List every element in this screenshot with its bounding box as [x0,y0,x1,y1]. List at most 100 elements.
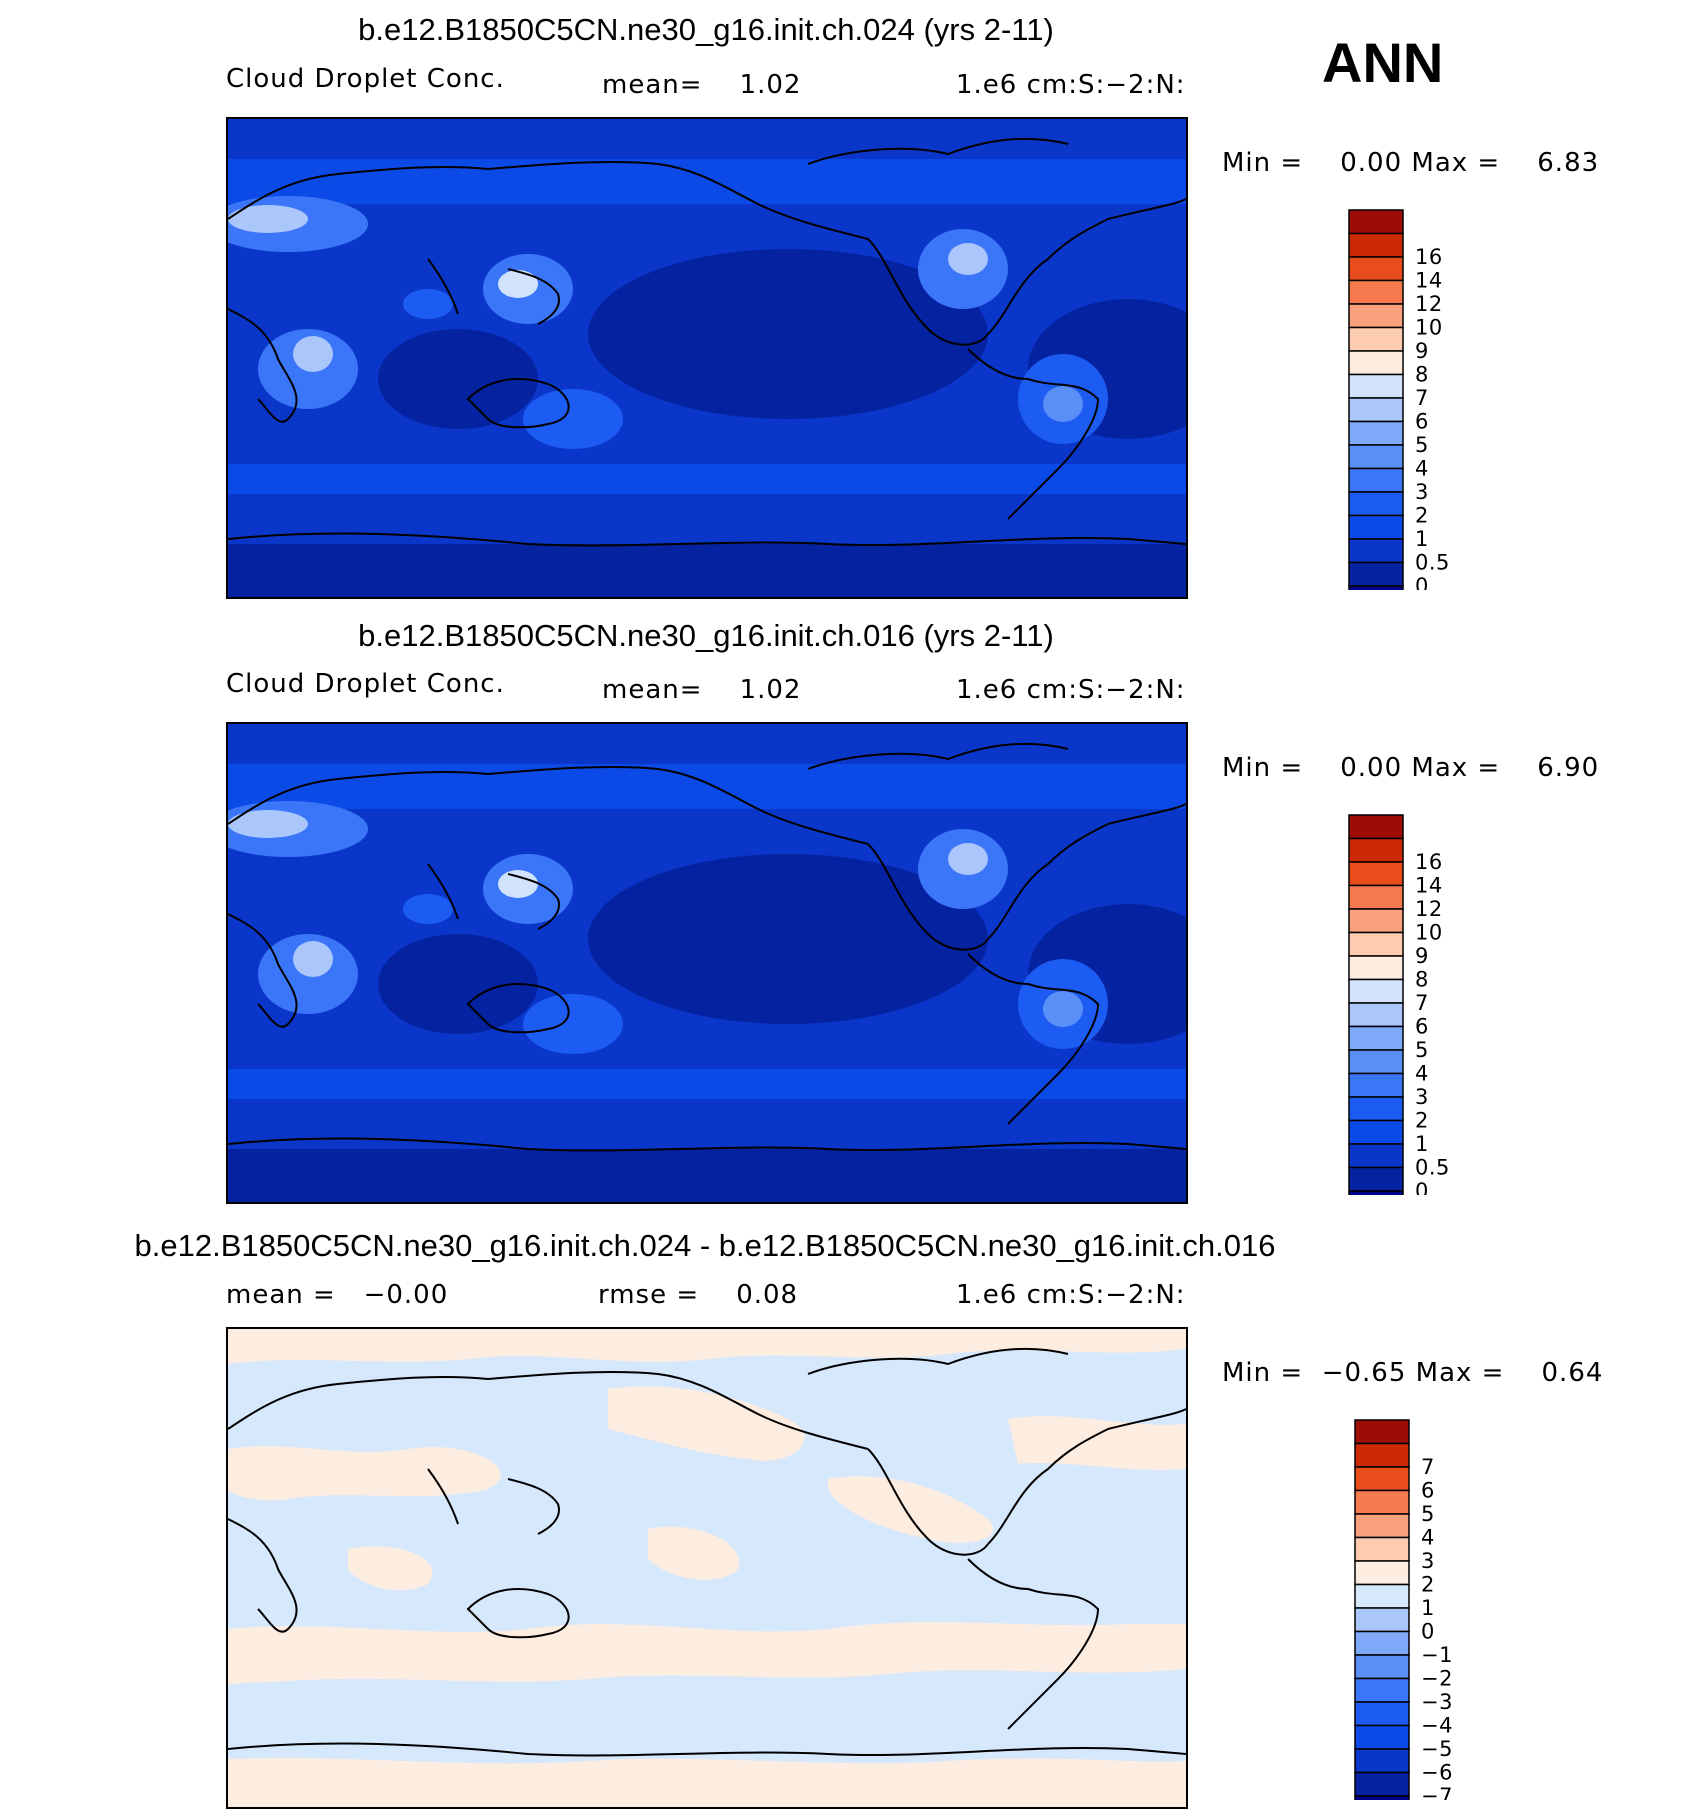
colorbar-box [1348,467,1404,493]
colorbar-box [1348,397,1404,423]
panel-2-units: 1.e6 cm:S:−2:N: [956,675,1186,705]
colorbar-box [1348,585,1404,590]
colorbar-box [1354,1677,1410,1703]
colorbar-box [1354,1466,1410,1492]
colorbar-box [1348,861,1404,887]
colorbar-tick-label: 5 [1415,1038,1429,1062]
panel-1-title: b.e12.B1850C5CN.ne30_g16.init.ch.024 (yr… [358,12,1054,47]
colorbar-box [1348,209,1404,235]
colorbar-tick-label: 2 [1421,1573,1435,1597]
colorbar-box [1354,1536,1410,1562]
colorbar-tick-label: 0.5 [1415,1156,1450,1180]
colorbar-tick-label: 0 [1421,1620,1435,1644]
panel-1-units: 1.e6 cm:S:−2:N: [956,70,1186,100]
colorbar-box [1354,1442,1410,1468]
panel-2-title: b.e12.B1850C5CN.ne30_g16.init.ch.016 (yr… [358,618,1054,653]
panel-2-minmax: Min = 0.00 Max = 6.90 [1222,753,1600,783]
colorbar-box [1348,326,1404,352]
colorbar-tick-label: 16 [1415,245,1443,269]
colorbar-box [1348,514,1404,540]
panel-3-units: 1.e6 cm:S:−2:N: [956,1280,1186,1310]
colorbar-box [1348,538,1404,564]
colorbar-box [1348,350,1404,376]
colorbar-box [1348,1049,1404,1075]
colorbar-tick-label: 4 [1421,1526,1435,1550]
colorbar-tick-label: 6 [1421,1479,1435,1503]
colorbar-tick-label: 9 [1415,944,1429,968]
map-field [228,1329,1186,1807]
colorbar-box [1348,1072,1404,1098]
colorbar-tick-label: 0 [1415,574,1429,590]
colorbar-tick-label: 8 [1415,968,1429,992]
colorbar-box [1348,303,1404,329]
map-field [228,119,1186,597]
colorbar-box [1354,1748,1410,1774]
colorbar-tick-label: 7 [1415,386,1429,410]
colorbar-box [1348,561,1404,587]
colorbar-tick-label: −1 [1421,1643,1453,1667]
colorbar-box [1354,1489,1410,1515]
colorbar-box [1354,1701,1410,1727]
colorbar-box [1348,1096,1404,1122]
colorbar-tick-label: −2 [1421,1667,1453,1691]
colorbar-box [1354,1583,1410,1609]
season-label: ANN [1322,31,1444,94]
panel-3-title: b.e12.B1850C5CN.ne30_g16.init.ch.024 - b… [134,1228,1276,1263]
colorbar-tick-label: 5 [1421,1502,1435,1526]
colorbar-tick-label: 1 [1421,1596,1435,1620]
colorbar-tick-label: 5 [1415,433,1429,457]
colorbar-box [1348,931,1404,957]
panel-1-colorbar: 0 0.5 1 2 3 4 5 6 7 8 9 10 12 14 16 [1347,208,1467,590]
colorbar-box [1354,1771,1410,1797]
colorbar-tick-label: 3 [1415,1085,1429,1109]
colorbar-box [1348,444,1404,470]
colorbar-box [1348,256,1404,282]
colorbar-tick-label: −6 [1421,1761,1453,1785]
colorbar-box [1348,837,1404,863]
colorbar-tick-label: −5 [1421,1737,1453,1761]
colorbar-box [1354,1560,1410,1586]
colorbar-tick-label: 1 [1415,527,1429,551]
colorbar-tick-label: 14 [1415,874,1443,898]
panel-1-mean: mean= 1.02 [602,70,802,100]
colorbar-box [1348,1143,1404,1169]
colorbar-box [1348,1119,1404,1145]
panel-1-map [226,117,1188,599]
colorbar-box [1354,1724,1410,1750]
colorbar-tick-label: 4 [1415,457,1429,481]
colorbar-box [1354,1419,1410,1445]
panel-1-minmax: Min = 0.00 Max = 6.83 [1222,148,1600,178]
colorbar-tick-label: 8 [1415,363,1429,387]
colorbar-box [1348,1190,1404,1195]
panel-3-rmse: rmse = 0.08 [598,1280,799,1310]
map-field [228,724,1186,1202]
colorbar-box [1348,1002,1404,1028]
colorbar-tick-label: 3 [1415,480,1429,504]
colorbar-tick-label: 0 [1415,1179,1429,1195]
colorbar-tick-label: 2 [1415,1109,1429,1133]
colorbar-box [1354,1630,1410,1656]
panel-3-mean: mean = −0.00 [226,1280,449,1310]
colorbar-tick-label: 6 [1415,410,1429,434]
colorbar-box [1348,955,1404,981]
colorbar-box [1348,884,1404,910]
colorbar-tick-label: 3 [1421,1549,1435,1573]
colorbar-tick-label: 9 [1415,339,1429,363]
panel-1-variable: Cloud Droplet Conc. [226,64,505,94]
panel-2-colorbar: 0 0.5 1 2 3 4 5 6 7 8 9 10 12 14 16 [1347,813,1467,1195]
colorbar-tick-label: 14 [1415,269,1443,293]
panel-2-mean: mean= 1.02 [602,675,802,705]
panel-3-map [226,1327,1188,1809]
colorbar-box [1354,1513,1410,1539]
colorbar-box [1354,1795,1410,1800]
colorbar-tick-label: 10 [1415,316,1443,340]
panel-3-colorbar: −7 −6 −5 −4 −3 −2 −1 0 1 2 3 4 5 6 7 [1353,1418,1473,1800]
colorbar-tick-label: 12 [1415,292,1443,316]
panel-2-map [226,722,1188,1204]
colorbar-box [1348,1025,1404,1051]
colorbar-box [1348,978,1404,1004]
colorbar-tick-label: −3 [1421,1690,1453,1714]
colorbar-tick-label: 10 [1415,921,1443,945]
